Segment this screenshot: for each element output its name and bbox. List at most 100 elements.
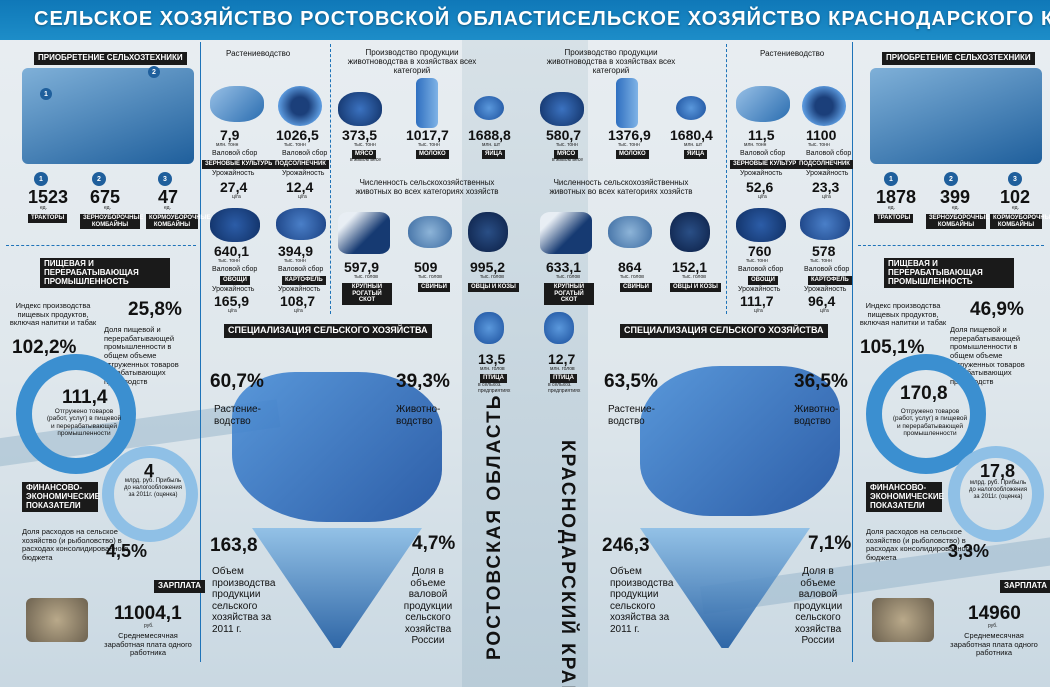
unit: тыс. тонн <box>284 258 306 264</box>
eggs-label: ЯЙЦА <box>482 150 506 159</box>
crop-share-value: 60,7% <box>210 371 264 392</box>
cattle-label: КРУПНЫЙ РОГАТЫЙ СКОТ <box>544 283 594 305</box>
money-image <box>872 598 934 642</box>
tractors-label: ТРАКТОРЫ <box>874 214 914 223</box>
marker-2: 2 <box>944 172 958 186</box>
sunflower-yield-value: 12,4 <box>286 179 314 195</box>
milk-icon <box>616 78 638 128</box>
sunflower-label: ПОДСОЛНЕЧНИК <box>272 160 329 169</box>
index-description: Индекс производства пищевых продуктов, в… <box>859 301 947 328</box>
sunflower-yield-value: 23,3 <box>812 179 840 195</box>
machinery-image <box>22 68 194 164</box>
yield-label: Урожайность <box>278 286 321 293</box>
livestock-share-label: Животно-водство <box>794 404 839 427</box>
unit: ед. <box>40 205 47 211</box>
potato-value: 394,9 <box>278 243 314 259</box>
harvest-label: Валовой сбор <box>804 266 850 273</box>
pig-icon <box>408 216 452 248</box>
livestock-share-value: 39,3% <box>396 371 450 392</box>
milk-label: МОЛОКО <box>616 150 649 159</box>
divider <box>6 245 196 246</box>
forage-harvesters-value: 47 <box>158 187 179 207</box>
money-image <box>26 598 88 642</box>
section-food-industry: ПИЩЕВАЯ И ПЕРЕРАБАТЫВАЮЩАЯ ПРОМЫШЛЕННОСТ… <box>40 258 170 289</box>
livestock-production-header: Производство продукции животноводства в … <box>546 48 676 76</box>
unit: млн. голов <box>550 366 575 372</box>
cattle-value: 597,9 <box>344 259 380 275</box>
cattle-value: 633,1 <box>546 259 582 275</box>
unit: тыс. тонн <box>556 142 578 148</box>
index-value: 105,1% <box>860 337 925 358</box>
unit: тыс. тонн <box>808 142 830 148</box>
unit: тыс. голов <box>682 274 706 280</box>
marker-1: 1 <box>40 88 52 100</box>
rostov-region-map <box>232 372 442 522</box>
harvest-label: Валовой сбор <box>282 150 328 157</box>
sunflower-label: ПОДСОЛНЕЧНИК <box>796 160 853 169</box>
unit: ед. <box>952 205 959 211</box>
volume-description: Объем производства продукции сельского х… <box>610 566 674 635</box>
livestock-share-label: Животно-водство <box>396 404 441 427</box>
title-band <box>0 0 1050 40</box>
tractors-value: 1523 <box>28 187 69 207</box>
forage-harvesters-value: 102 <box>1000 187 1031 207</box>
potato-label: КАРТОФЕЛЬ <box>808 276 852 285</box>
unit: млн. тонн <box>216 142 239 148</box>
divider <box>858 245 1044 246</box>
yield-label: Урожайность <box>804 286 847 293</box>
meat-label: МЯСО <box>352 150 377 159</box>
profit-value: 4 <box>144 461 155 481</box>
profit-value: 17,8 <box>980 461 1016 481</box>
marker-3: 3 <box>158 172 172 186</box>
unit: млн. шт <box>684 142 703 148</box>
sunflower-icon <box>278 86 322 126</box>
grain-yield-value: 52,6 <box>746 179 774 195</box>
harvest-label: Валовой сбор <box>212 266 258 273</box>
meat-value: 373,5 <box>342 127 378 143</box>
unit: ед. <box>104 205 111 211</box>
live-weight-note: в живом весе <box>350 157 382 163</box>
vegetables-value: 760 <box>748 243 772 259</box>
unit: ц/га <box>822 194 831 200</box>
divider <box>726 44 727 314</box>
vertical-label-krasnodar: КРАСНОДАРСКИЙ КРАЙ <box>557 440 578 687</box>
milk-value: 1017,7 <box>406 127 449 143</box>
tractors-label: ТРАКТОРЫ <box>28 214 68 223</box>
unit: тыс. тонн <box>618 142 640 148</box>
pigs-value: 509 <box>414 259 438 275</box>
sunflower-value: 1100 <box>806 127 837 143</box>
section-equipment: ПРИОБРЕТЕНИЕ СЕЛЬХОЗТЕХНИКИ <box>882 52 1035 65</box>
unit: тыс. голов <box>556 274 580 280</box>
budget-description: Доля расходов на сельское хозяйство (и р… <box>22 527 129 562</box>
russia-share-description: Доля в объеме валовой продукции сельског… <box>793 566 843 646</box>
unit: руб. <box>144 623 154 629</box>
cattle-icon <box>540 212 592 254</box>
poultry-note: в сельхоз. предприятиях <box>548 382 581 394</box>
grain-harvesters-label: ЗЕРНОУБОРОЧНЫЕ КОМБАЙНЫ <box>926 214 989 230</box>
shipped-description: Отгружено товаров (работ, услуг) в пищев… <box>892 408 968 438</box>
poultry-label: ПТИЦА <box>550 374 578 383</box>
potato-label: КАРТОФЕЛЬ <box>282 276 326 285</box>
poultry-value: 12,7 <box>548 351 576 367</box>
divider <box>852 42 853 662</box>
unit: ц/га <box>820 308 829 314</box>
vegetables-icon <box>736 208 786 242</box>
marker-2: 2 <box>92 172 106 186</box>
unit: тыс. голов <box>418 274 442 280</box>
vegetables-label: ОВОЩИ <box>748 276 778 285</box>
unit: тыс. тонн <box>218 258 240 264</box>
unit: тыс. голов <box>354 274 378 280</box>
sheep-value: 152,1 <box>672 259 708 275</box>
unit: ц/га <box>298 194 307 200</box>
sheep-icon <box>670 212 710 252</box>
unit: тыс. голов <box>480 274 504 280</box>
sunflower-value: 1026,5 <box>276 127 319 143</box>
yield-label: Урожайность <box>212 170 255 177</box>
section-finance: ФИНАНСОВО-ЭКОНОМИЧЕСКИЕ ПОКАЗАТЕЛИ <box>866 482 944 513</box>
index-value: 102,2% <box>12 337 77 358</box>
russia-share-description: Доля в объеме валовой продукции сельског… <box>403 566 453 646</box>
section-specialization: СПЕЦИАЛИЗАЦИЯ СЕЛЬСКОГО ХОЗЯЙСТВА <box>620 324 828 338</box>
harvest-label: Валовой сбор <box>212 150 258 157</box>
title-rostov: СЕЛЬСКОЕ ХОЗЯЙСТВО РОСТОВСКОЙ ОБЛАСТИ <box>34 8 562 30</box>
poultry-icon <box>474 312 504 344</box>
